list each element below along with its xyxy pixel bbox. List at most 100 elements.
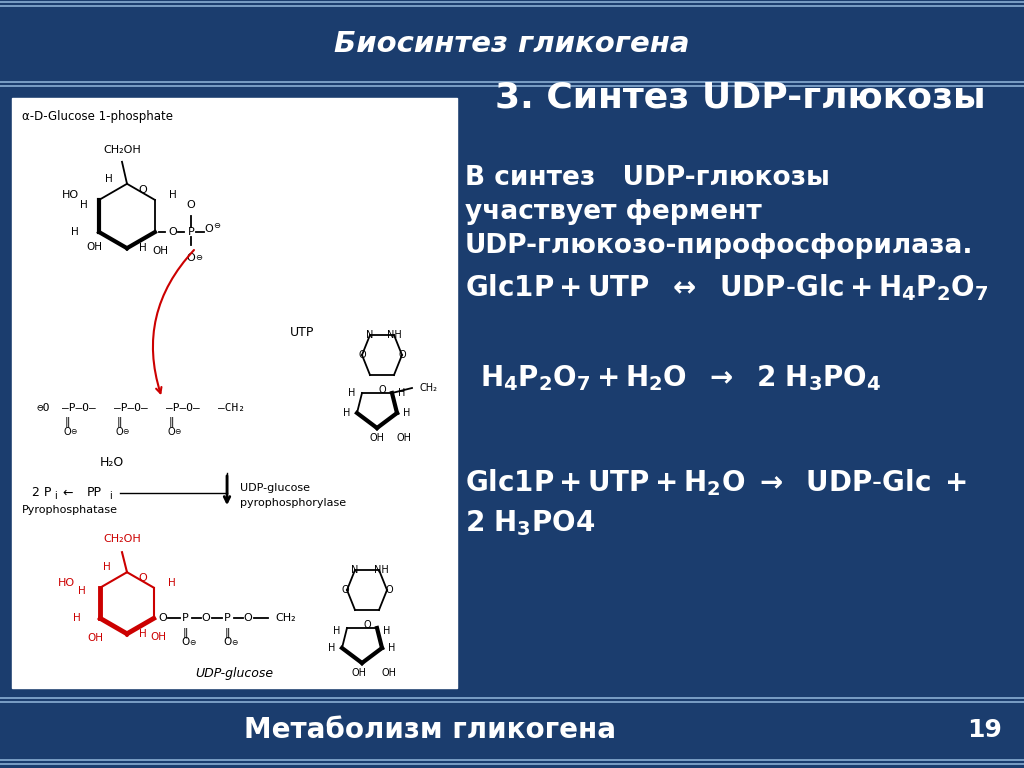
Text: UDP-glucose: UDP-glucose [240,483,310,493]
Text: В синтез   UDP-глюкозы: В синтез UDP-глюкозы [465,165,829,191]
Text: ⊖: ⊖ [70,428,76,436]
Text: O: O [223,637,231,647]
Text: O: O [205,224,213,234]
Text: 19: 19 [968,718,1002,742]
Text: UDP-глюкозо-пирофосфорилаза.: UDP-глюкозо-пирофосфорилаза. [465,233,974,259]
Text: $\mathbf{Glc1P + UTP + H_2O\ \rightarrow\ \ UDP\text{-}Glc\ +}$: $\mathbf{Glc1P + UTP + H_2O\ \rightarrow… [465,468,968,498]
Text: P: P [187,227,195,237]
Text: O: O [378,385,386,395]
Text: HO: HO [62,190,79,200]
Text: CH₂OH: CH₂OH [103,145,141,155]
Text: H: H [139,243,146,253]
Text: P: P [224,614,231,624]
Text: H: H [334,626,341,636]
Text: H: H [105,174,113,184]
Text: H: H [139,629,146,639]
Text: CH₂: CH₂ [420,383,438,393]
Text: i: i [54,491,56,501]
Text: ‖: ‖ [117,417,122,427]
Text: H₂O: H₂O [100,456,124,469]
Text: N: N [351,565,358,575]
Text: ←: ← [62,486,73,499]
Text: O: O [244,614,252,624]
Text: H: H [398,388,406,398]
Text: NH: NH [387,330,401,340]
Text: H: H [348,388,355,398]
Text: O: O [398,350,406,360]
Bar [0,696,1024,768]
Text: Метаболизм гликогена: Метаболизм гликогена [244,716,616,744]
Text: O: O [115,427,123,437]
Text: ⊖: ⊖ [174,428,180,436]
Text: i: i [109,491,112,501]
Text: O: O [385,585,393,595]
Text: Биосинтез гликогена: Биосинтез гликогена [334,30,690,58]
Text: H: H [329,643,336,653]
Text: H: H [73,614,80,624]
Text: H: H [383,626,391,636]
Text: O: O [186,253,196,263]
Text: UDP-glucose: UDP-glucose [196,667,273,680]
Text: H: H [403,408,411,418]
Text: ⊖: ⊖ [196,253,203,262]
Text: H: H [79,585,86,596]
Text: Pyrophosphatase: Pyrophosphatase [22,505,118,515]
Text: O: O [358,350,366,360]
Text: CH₂OH: CH₂OH [103,535,141,545]
Text: H: H [72,227,79,237]
Text: OH: OH [87,634,103,644]
Text: α-D-Glucose 1-phosphate: α-D-Glucose 1-phosphate [22,110,173,123]
Text: ‖: ‖ [168,417,174,427]
Text: ⊖: ⊖ [122,428,128,436]
Text: —CH₂: —CH₂ [218,403,245,413]
Text: OH: OH [382,668,396,678]
Text: O: O [364,620,371,630]
Text: O: O [169,227,177,237]
Text: O: O [167,427,175,437]
Text: OH: OH [152,246,168,256]
Text: O: O [181,637,189,647]
Text: —P—O—: —P—O— [62,403,96,413]
Text: OH: OH [396,433,412,443]
Text: O: O [341,585,349,595]
Text: UTP: UTP [290,326,314,339]
Text: 3. Синтез UDP-глюкозы: 3. Синтез UDP-глюкозы [495,81,986,115]
Text: OH: OH [151,632,167,642]
Text: ⊖: ⊖ [231,638,238,647]
Bar [12,98,457,688]
Text: ⊖O: ⊖O [37,403,50,413]
Text: —P—O—: —P—O— [114,403,147,413]
Text: $\mathbf{2\ H_3PO4}$: $\mathbf{2\ H_3PO4}$ [465,508,595,538]
Bar [0,0,1024,88]
Text: участвует фермент: участвует фермент [465,199,762,225]
Text: ‖: ‖ [65,417,70,427]
Text: ⊖: ⊖ [213,220,220,230]
Text: pyrophosphorylase: pyrophosphorylase [240,498,346,508]
Text: O: O [202,614,210,624]
Text: P: P [182,614,189,624]
Text: H: H [343,408,350,418]
Text: H: H [388,643,395,653]
Text: O: O [138,185,147,195]
Text: O: O [186,200,196,210]
Text: —P—O—: —P—O— [166,403,200,413]
Text: ‖: ‖ [183,627,188,637]
Text: O: O [138,573,146,583]
Text: NH: NH [374,565,388,575]
Text: O: O [159,614,167,624]
Text: $\mathbf{H_4P_2O_7 + H_2O\ \ \rightarrow\ \ 2\ H_3PO_4}$: $\mathbf{H_4P_2O_7 + H_2O\ \ \rightarrow… [480,363,882,393]
Text: OH: OH [370,433,384,443]
Text: ⊖: ⊖ [189,638,196,647]
Text: 2 P: 2 P [32,486,51,499]
Text: CH₂: CH₂ [275,614,296,624]
Text: OH: OH [351,668,367,678]
Text: H: H [103,562,111,572]
Text: ‖: ‖ [225,627,230,637]
Text: HO: HO [58,578,76,588]
Text: H: H [80,200,88,210]
Text: H: H [169,190,177,200]
Text: O: O [63,427,71,437]
Text: N: N [367,330,374,340]
Text: PP: PP [87,486,102,499]
Text: $\mathbf{Glc1P + UTP\ \ \leftrightarrow\ \ UDP\text{-}Glc + H_4P_2O_7}$: $\mathbf{Glc1P + UTP\ \ \leftrightarrow\… [465,273,989,303]
